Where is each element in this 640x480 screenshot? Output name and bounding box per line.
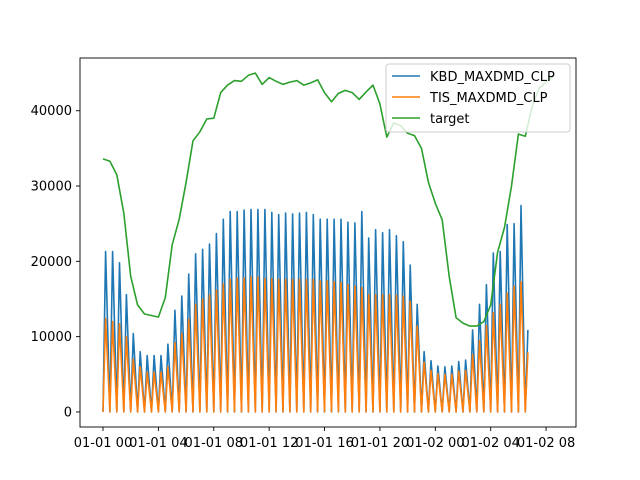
y-tick-label: 10000 xyxy=(31,330,72,345)
x-tick-label: 01-01 16 xyxy=(295,436,353,451)
x-tick-label: 01-01 12 xyxy=(240,436,298,451)
x-tick-label: 01-02 04 xyxy=(461,436,519,451)
x-tick-label: 01-02 00 xyxy=(406,436,464,451)
x-tick-label: 01-01 00 xyxy=(74,436,132,451)
y-tick-label: 0 xyxy=(64,405,72,420)
legend-label: TIS_MAXDMD_CLP xyxy=(429,91,548,106)
y-tick-label: 20000 xyxy=(31,255,72,270)
y-tick-label: 40000 xyxy=(31,104,72,119)
y-tick-label: 30000 xyxy=(31,180,72,195)
legend-box xyxy=(385,63,571,133)
x-tick-label: 01-01 08 xyxy=(185,436,243,451)
axes-frame xyxy=(79,57,577,428)
x-tick-label: 01-01 04 xyxy=(129,436,187,451)
x-tick-label: 01-02 08 xyxy=(517,436,575,451)
legend-label: KBD_MAXDMD_CLP xyxy=(430,70,555,85)
x-tick-label: 01-01 20 xyxy=(351,436,409,451)
legend-label: target xyxy=(430,112,470,127)
series-line-2 xyxy=(102,276,529,413)
series-line-3 xyxy=(102,72,554,327)
series-layer xyxy=(102,72,554,413)
y-axis: 0 10000 20000 30000 40000 xyxy=(31,104,80,420)
